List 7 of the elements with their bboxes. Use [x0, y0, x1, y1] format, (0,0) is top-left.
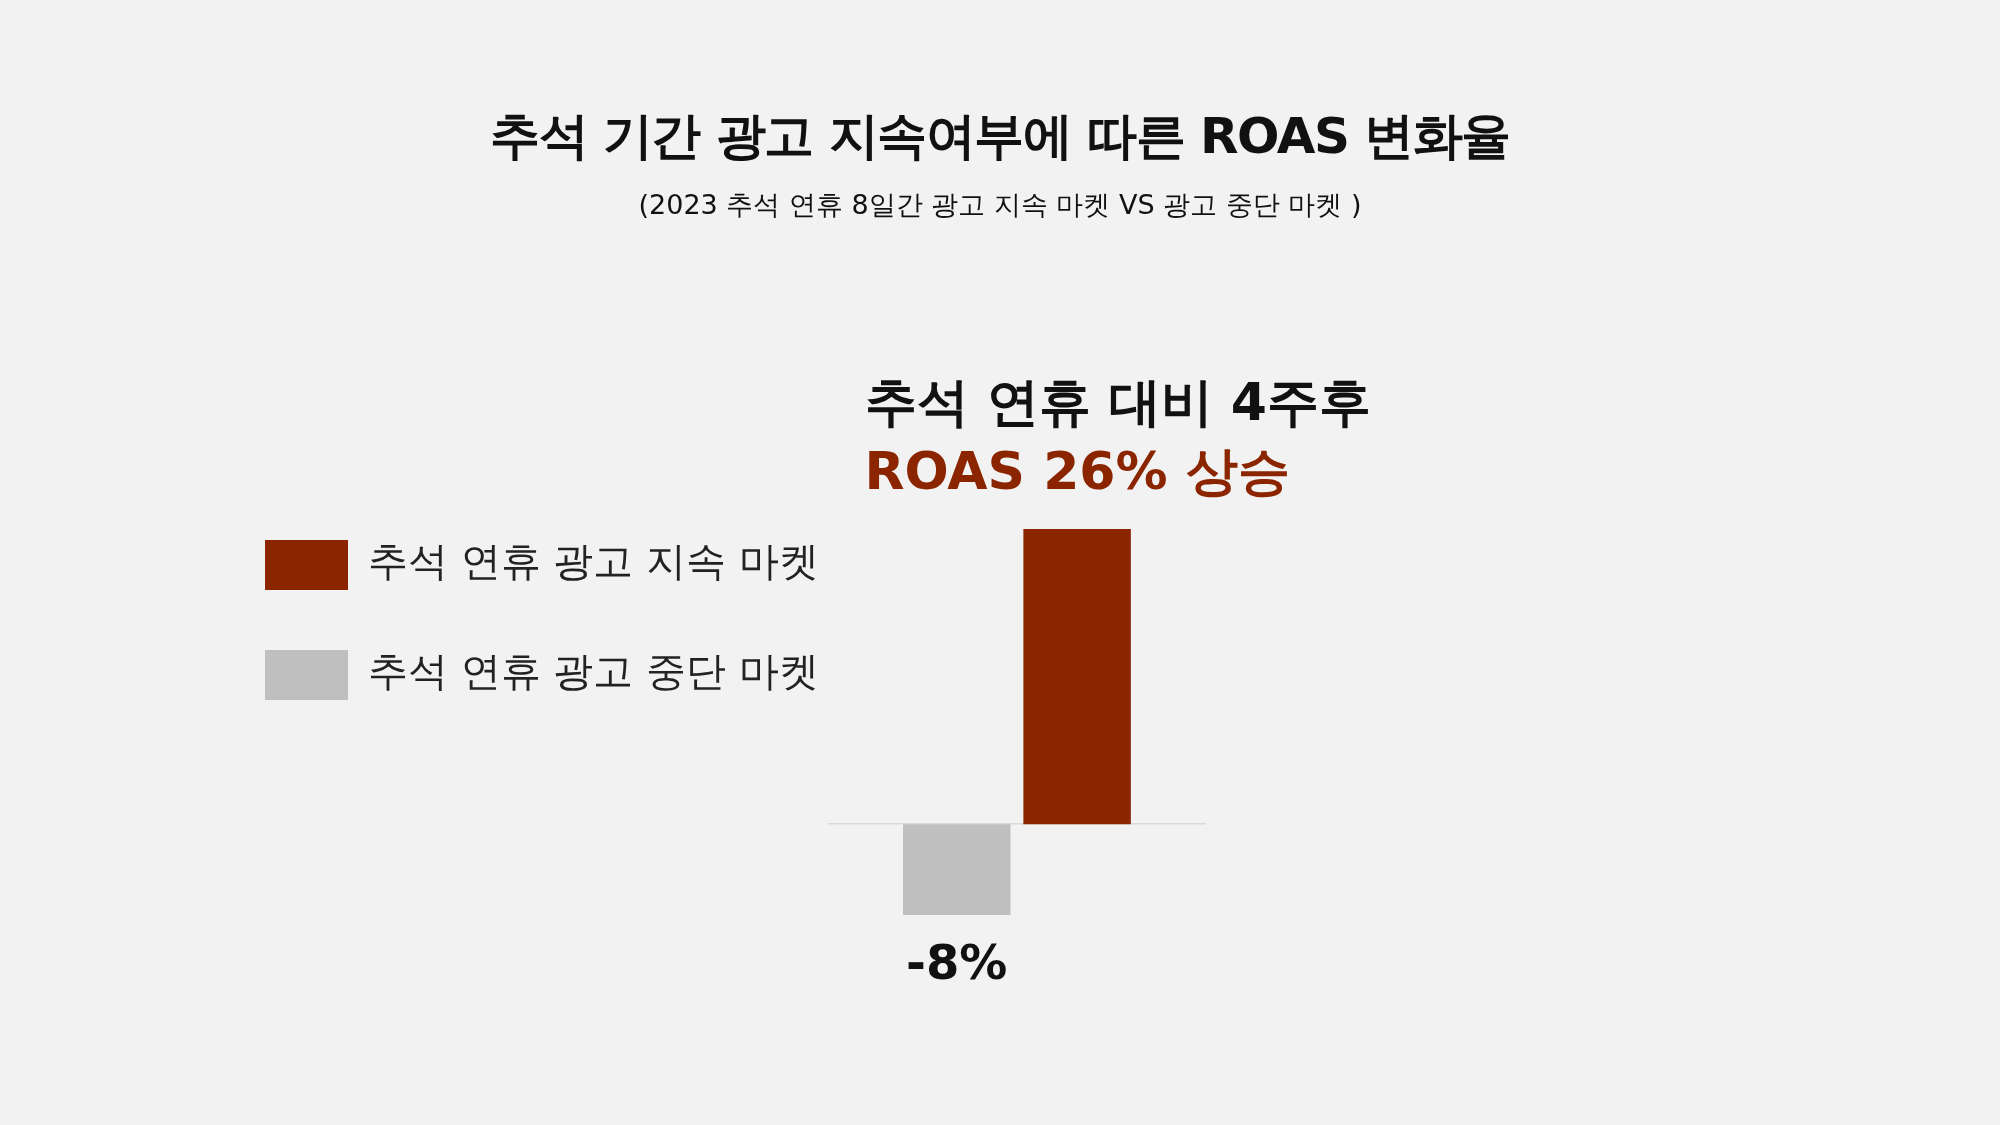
chart-subtitle: (2023 추석 연휴 8일간 광고 지속 마켓 VS 광고 중단 마켓 ): [637, 189, 1363, 220]
data-label: ROAS 26% 상승: [864, 441, 1290, 501]
text: 추석 연휴 대비 4주후: [864, 372, 1371, 432]
chart-title: 추석 기간 광고 지속여부에 따른 ROAS 변화율: [489, 107, 1511, 165]
data-label: -8%: [906, 934, 1008, 991]
legend-label: 추석 연휴 광고 지속 마켓: [368, 538, 819, 585]
legend-label: 추석 연휴 광고 중단 마켓: [368, 648, 819, 695]
